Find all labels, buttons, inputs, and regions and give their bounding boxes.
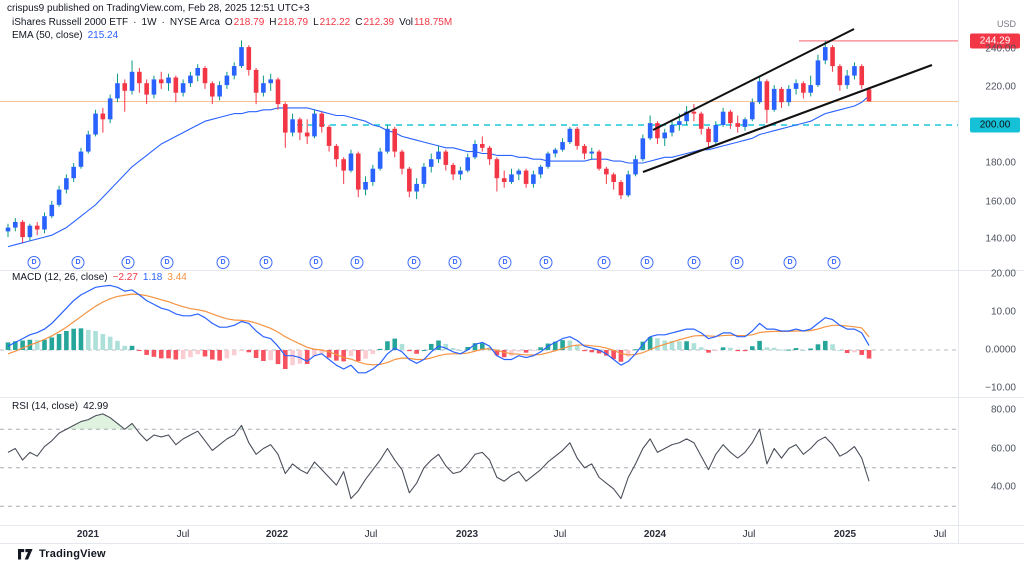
dividend-marker[interactable]: D [597,256,611,269]
ohlc-low: L 212.22 [313,17,351,28]
time-tick-label: 2022 [265,529,289,540]
axis-tick-label: 0.0000 [985,344,1016,356]
macd-signal-value: 3.44 [167,272,187,283]
dividend-marker[interactable]: D [498,256,512,269]
symbol-exchange: NYSE Arca [169,17,220,28]
price-axis-divider [958,0,959,543]
rsi-label: RSI (14, close) [12,401,79,412]
axis-tick-label: 10.00 [990,306,1016,318]
publisher-note: crispus9 published on TradingView.com, F… [7,3,310,14]
axis-tick-label: 180.00 [985,157,1016,169]
pane-divider[interactable] [0,397,1024,398]
ohlc-close: C 212.39 [355,17,395,28]
time-tick-label: Jul [176,529,190,540]
rsi-value: 42.99 [83,401,109,412]
axis-tick-label: 160.00 [985,196,1016,208]
axis-tick-label: 40.00 [990,481,1016,493]
axis-tick-label: 140.00 [985,233,1016,245]
symbol-interval: 1W [141,17,157,28]
dividend-marker[interactable]: D [350,256,364,269]
time-tick-label: 2025 [833,529,857,540]
symbol-legend[interactable]: iShares Russell 2000 ETF · 1W · NYSE Arc… [12,17,452,28]
time-tick-label: 2023 [455,529,479,540]
dividend-marker[interactable]: D [160,256,174,269]
dividend-marker[interactable]: D [121,256,135,269]
axis-tick-label: 20.00 [990,268,1016,280]
dividend-marker[interactable]: D [259,256,273,269]
dividend-marker[interactable]: D [407,256,421,269]
rsi-legend[interactable]: RSI (14, close) 42.99 [12,401,108,412]
axis-tick-label: 60.00 [990,443,1016,455]
ema-value: 215.24 [87,30,119,41]
symbol-title: iShares Russell 2000 ETF [12,17,129,28]
macd-line-value: 1.18 [142,272,163,283]
dividend-marker[interactable]: D [309,256,323,269]
dividend-marker[interactable]: D [640,256,654,269]
dividend-marker[interactable]: D [27,256,41,269]
time-tick-label: 2024 [643,529,667,540]
time-tick-label: Jul [553,529,567,540]
ohlc-high: H 218.79 [269,17,309,28]
dividend-marker[interactable]: D [71,256,85,269]
dividend-marker[interactable]: D [539,256,553,269]
footer-divider [0,543,1024,544]
axis-currency-label: USD [997,19,1017,29]
axis-tick-label: 220.00 [985,81,1016,93]
tradingview-brand-text: TradingView [39,548,106,560]
dividend-marker[interactable]: D [216,256,230,269]
axis-tick-label: 240.00 [985,43,1016,55]
price-axis[interactable]: USD 244.29 200.00 240.00 220.00 180.00 160.… [958,0,1024,569]
dividend-marker[interactable]: D [730,256,744,269]
axis-tick-label: −10.00 [985,382,1016,394]
time-tick-label: Jul [364,529,378,540]
volume-value: Vol 118.75M [399,17,453,28]
dividend-marker[interactable]: D [783,256,797,269]
legend-separator: · [133,17,137,28]
dividend-marker[interactable]: D [687,256,701,269]
dividend-marker[interactable]: D [827,256,841,269]
pane-divider[interactable] [0,270,1024,271]
legend-separator: · [161,17,165,28]
macd-hist-value: −2.27 [112,272,138,283]
ohlc-open: O 218.79 [224,17,265,28]
time-tick-label: 2021 [76,529,100,540]
pane-divider [0,525,1024,526]
ema-legend[interactable]: EMA (50, close) 215.24 [12,30,118,41]
dividend-marker[interactable]: D [448,256,462,269]
ema-label: EMA (50, close) [12,30,83,41]
tradingview-attribution[interactable]: TradingView [18,548,106,560]
tradingview-logo [18,548,33,559]
resistance-price-badge: 244.29 [970,33,1020,49]
macd-legend[interactable]: MACD (12, 26, close) −2.27 1.18 3.44 [12,272,187,283]
time-tick-label: Jul [742,529,756,540]
macd-label: MACD (12, 26, close) [12,272,108,283]
support-price-badge: 200.00 [970,117,1020,133]
time-tick-label: Jul [933,529,947,540]
axis-tick-label: 80.00 [990,404,1016,416]
time-axis[interactable]: 2021 Jul 2022 Jul 2023 Jul 2024 Jul 2025 Jul [0,526,958,543]
